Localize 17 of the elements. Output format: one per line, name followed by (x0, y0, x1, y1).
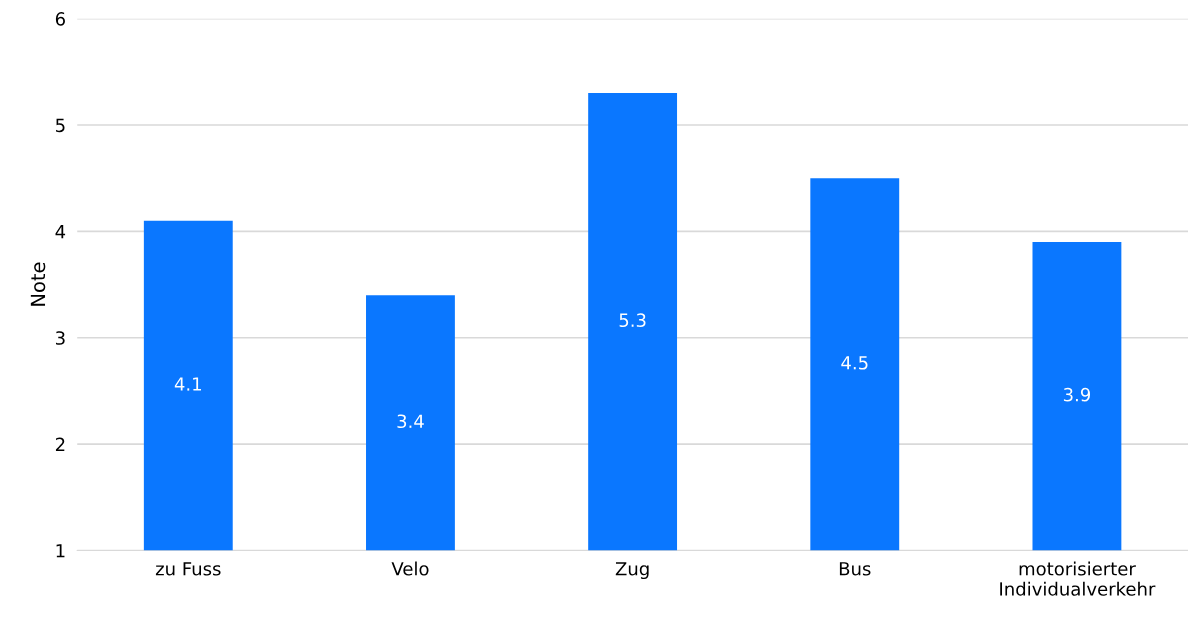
data-label: 5.3 (619, 313, 646, 328)
data-label: 4.5 (841, 356, 868, 370)
x-tick-label: zu Fuss (155, 562, 221, 576)
y-tick-label: 1 (56, 544, 65, 558)
x-tick-label: motorisierter Individualverkehr (1000, 561, 1156, 596)
data-label: 3.9 (1063, 387, 1091, 402)
y-tick-label: 5 (56, 118, 65, 133)
x-tick-label: Bus (839, 562, 871, 576)
y-tick-label: 2 (55, 437, 65, 451)
y-tick-label: 3 (56, 331, 65, 345)
x-tick-label: Zug (615, 562, 649, 580)
y-tick-label: 4 (55, 225, 66, 239)
y-axis-title: Note (30, 262, 46, 306)
x-tick-label: Velo (391, 561, 429, 576)
data-label: 3.4 (397, 414, 424, 429)
data-label: 4.1 (174, 377, 201, 391)
y-tick-label: 6 (55, 12, 65, 26)
